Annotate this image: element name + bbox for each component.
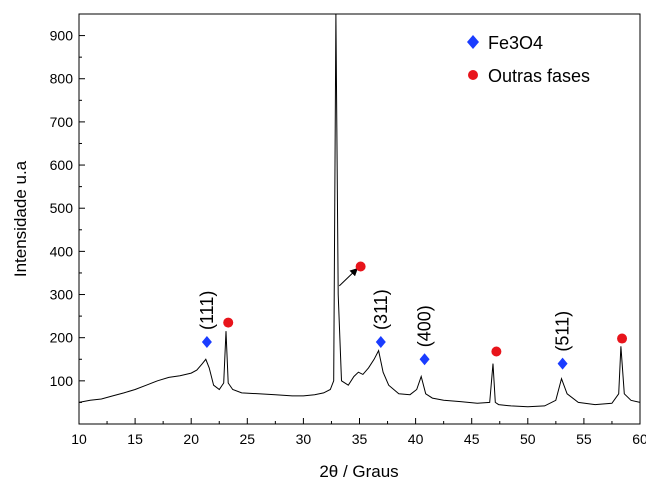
x-tick-label: 35 <box>352 431 368 447</box>
x-axis: 10 15 20 25 30 35 40 45 50 55 60 <box>71 418 646 447</box>
x-tick-label: 50 <box>520 431 536 447</box>
x-tick-label: 20 <box>183 431 199 447</box>
fe3o4-diamond-marker <box>201 336 212 348</box>
peak-label-layer: (111) (311) (400) (511) <box>197 289 573 351</box>
legend-label: Fe3O4 <box>488 33 543 53</box>
other-phase-circle-marker <box>355 261 366 272</box>
y-tick-label: 800 <box>50 71 74 87</box>
x-tick-label: 30 <box>296 431 312 447</box>
xrd-pattern-line <box>78 13 641 408</box>
other-phase-circle-marker <box>491 346 502 357</box>
annotation-layer <box>338 267 358 287</box>
y-tick-label: 500 <box>50 200 74 216</box>
legend-diamond-icon <box>467 35 479 49</box>
legend-label: Outras fases <box>488 66 590 86</box>
other-phase-circle-marker <box>617 333 628 344</box>
other-phase-circle-marker <box>223 317 234 328</box>
y-tick-label: 300 <box>50 287 74 303</box>
x-tick-label: 55 <box>576 431 592 447</box>
peak-hkl-label: (111) <box>197 291 217 330</box>
legend: Fe3O4 Outras fases <box>467 33 590 86</box>
peak-hkl-label: (400) <box>415 305 435 347</box>
fe3o4-diamond-marker <box>419 353 430 366</box>
marker-layer <box>201 261 628 370</box>
y-axis-title: Intensidade u.a <box>11 160 30 277</box>
series-layer <box>78 13 641 408</box>
y-tick-label: 100 <box>50 373 74 389</box>
y-tick-label: 900 <box>50 28 74 44</box>
y-axis: 100 200 300 400 500 600 700 800 900 <box>50 28 85 403</box>
y-tick-label: 400 <box>50 243 74 259</box>
peak-hkl-label: (511) <box>553 311 573 352</box>
y-tick-label: 700 <box>50 114 74 130</box>
legend-circle-icon <box>468 70 478 80</box>
x-tick-label: 45 <box>464 431 480 447</box>
x-tick-label: 10 <box>71 431 87 447</box>
x-tick-label: 40 <box>408 431 424 447</box>
x-axis-title: 2θ / Graus <box>319 462 398 481</box>
fe3o4-diamond-marker <box>375 336 386 348</box>
fe3o4-diamond-marker <box>557 357 568 370</box>
phase-arrow <box>338 267 358 287</box>
y-tick-label: 600 <box>50 157 74 173</box>
plot-area: (111) (311) (400) (511) <box>78 13 641 425</box>
y-tick-label: 200 <box>50 330 74 346</box>
x-tick-label: 15 <box>127 431 143 447</box>
x-tick-label: 25 <box>240 431 256 447</box>
peak-hkl-label: (311) <box>371 289 391 330</box>
x-tick-label: 60 <box>632 431 646 447</box>
